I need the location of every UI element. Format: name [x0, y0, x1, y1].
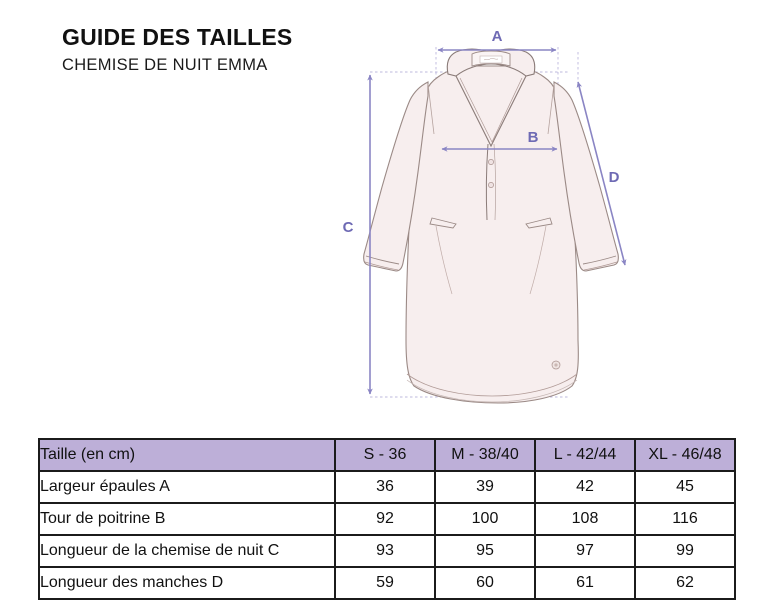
cell-shoulder-width-m: 39 [434, 470, 536, 504]
garment-illustration: A B C D [320, 22, 660, 417]
page-subtitle: CHEMISE DE NUIT EMMA [62, 56, 268, 74]
column-header-measure: Taille (en cm) [38, 438, 336, 472]
table-header-row: Taille (en cm) S - 36 M - 38/40 L - 42/4… [38, 438, 736, 472]
row-label-garment-length: Longueur de la chemise de nuit C [38, 534, 336, 568]
cell-sleeve-length-m: 60 [434, 566, 536, 600]
row-label-chest: Tour de poitrine B [38, 502, 336, 536]
cell-chest-l: 108 [534, 502, 636, 536]
page-title: GUIDE DES TAILLES [62, 24, 293, 50]
cell-sleeve-length-s: 59 [334, 566, 436, 600]
table-row: Longueur de la chemise de nuit C 93 95 9… [38, 534, 736, 568]
cell-sleeve-length-l: 61 [534, 566, 636, 600]
cell-chest-xl: 116 [634, 502, 736, 536]
row-label-sleeve-length: Longueur des manches D [38, 566, 336, 600]
cell-garment-length-s: 93 [334, 534, 436, 568]
table-row: Largeur épaules A 36 39 42 45 [38, 470, 736, 504]
table-row: Tour de poitrine B 92 100 108 116 [38, 502, 736, 536]
dimension-d: D [576, 81, 627, 266]
column-header-s: S - 36 [334, 438, 436, 472]
cell-shoulder-width-xl: 45 [634, 470, 736, 504]
cell-garment-length-xl: 99 [634, 534, 736, 568]
size-table: Taille (en cm) S - 36 M - 38/40 L - 42/4… [38, 438, 736, 600]
cell-garment-length-l: 97 [534, 534, 636, 568]
dimension-label-a: A [492, 28, 503, 45]
dimension-label-b: B [528, 129, 539, 146]
cell-garment-length-m: 95 [434, 534, 536, 568]
dimension-b: B [441, 129, 558, 152]
cell-chest-s: 92 [334, 502, 436, 536]
dimension-label-c: C [343, 219, 354, 236]
page-header: GUIDE DES TAILLES CHEMISE DE NUIT EMMA [62, 24, 292, 76]
column-header-l: L - 42/44 [534, 438, 636, 472]
column-header-m: M - 38/40 [434, 438, 536, 472]
table-row: Longueur des manches D 59 60 61 62 [38, 566, 736, 600]
cell-shoulder-width-s: 36 [334, 470, 436, 504]
cell-shoulder-width-l: 42 [534, 470, 636, 504]
dimension-c: C [343, 74, 373, 395]
row-label-shoulder-width: Largeur épaules A [38, 470, 336, 504]
cell-sleeve-length-xl: 62 [634, 566, 736, 600]
cell-chest-m: 100 [434, 502, 536, 536]
garment-shape [363, 48, 619, 404]
dimension-label-d: D [609, 169, 620, 186]
dimension-a: A [437, 28, 557, 53]
column-header-xl: XL - 46/48 [634, 438, 736, 472]
